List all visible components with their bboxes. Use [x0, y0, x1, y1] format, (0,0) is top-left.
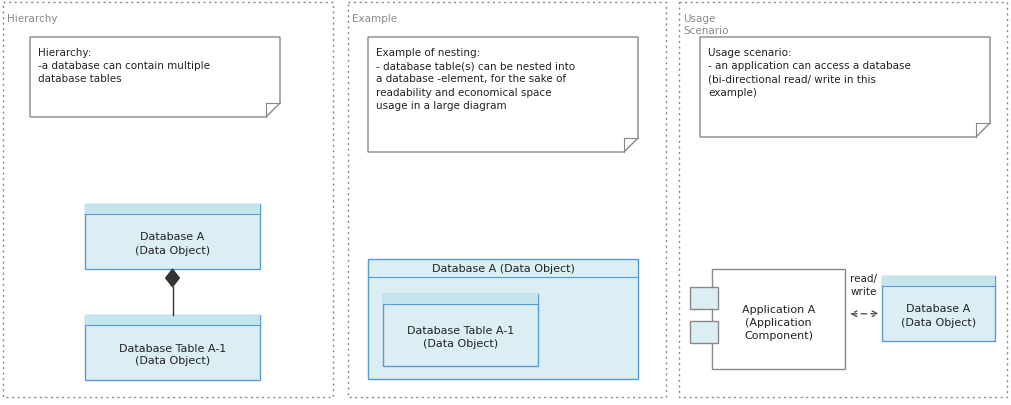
Text: Usage
Scenario: Usage Scenario [682, 14, 728, 36]
Text: Example: Example [352, 14, 396, 24]
Polygon shape [368, 38, 637, 153]
Text: (Application: (Application [744, 317, 811, 327]
Text: Application A: Application A [741, 304, 815, 314]
Bar [85, 205, 260, 269]
Text: (Data Object): (Data Object) [134, 356, 210, 366]
Text: (Data Object): (Data Object) [134, 245, 210, 255]
Text: Usage scenario:
- an application can access a database
(bi-directional read/ wri: Usage scenario: - an application can acc… [708, 48, 910, 97]
Polygon shape [166, 269, 179, 287]
Text: Database A: Database A [906, 304, 970, 314]
Bar [348, 3, 665, 397]
Bar [3, 3, 333, 397]
Bar [85, 205, 260, 215]
Bar [85, 315, 260, 325]
Text: read/
write: read/ write [849, 274, 877, 296]
Bar [85, 315, 260, 380]
Bar [678, 3, 1006, 397]
Text: Database Table A-1: Database Table A-1 [406, 325, 514, 335]
Polygon shape [30, 38, 280, 118]
Text: Database A: Database A [141, 232, 204, 242]
Text: Database A (Data Object): Database A (Data Object) [431, 263, 574, 273]
Bar [882, 276, 994, 341]
Bar [690, 321, 717, 343]
Text: Component): Component) [743, 330, 812, 340]
Text: Hierarchy:
-a database can contain multiple
database tables: Hierarchy: -a database can contain multi… [38, 48, 210, 84]
Bar [382, 294, 538, 304]
Text: Database Table A-1: Database Table A-1 [118, 343, 225, 353]
Bar [712, 269, 844, 369]
Bar [368, 259, 637, 379]
Polygon shape [700, 38, 989, 138]
Text: (Data Object): (Data Object) [900, 317, 975, 327]
Text: Example of nesting:
- database table(s) can be nested into
a database -element, : Example of nesting: - database table(s) … [376, 48, 574, 111]
Bar [690, 287, 717, 309]
Text: (Data Object): (Data Object) [423, 338, 497, 348]
Bar [382, 294, 538, 366]
Text: Hierarchy: Hierarchy [7, 14, 58, 24]
Bar [882, 276, 994, 286]
